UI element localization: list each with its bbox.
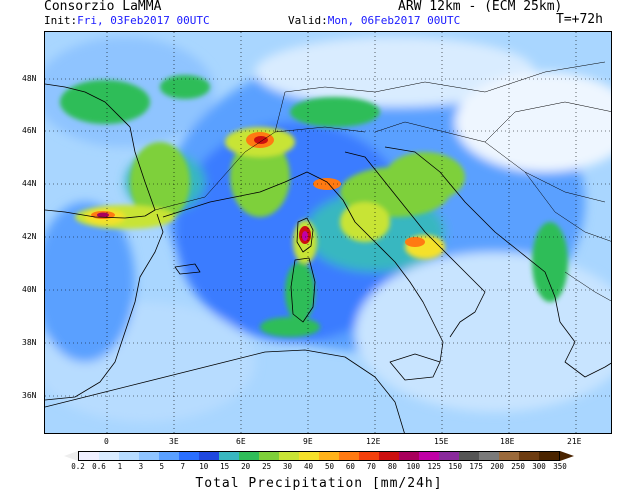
lon-tick-18e: 18E — [500, 437, 515, 446]
lat-tick-44n: 44N — [22, 179, 37, 188]
colorbar-swatch — [479, 452, 499, 460]
colorbar-label: 70 — [366, 462, 376, 471]
colorbar-swatch — [139, 452, 159, 460]
lon-tick-12e: 12E — [366, 437, 381, 446]
colorbar-swatch — [279, 452, 299, 460]
colorbar-label: 80 — [387, 462, 397, 471]
map-field — [45, 32, 611, 433]
colorbar-swatch — [199, 452, 219, 460]
colorbar-swatch — [519, 452, 539, 460]
model-label: ARW 12km - (ECM 25km) — [398, 0, 563, 14]
lon-tick-21e: 21E — [567, 437, 582, 446]
init-value: Fri, 03Feb2017 00UTC — [77, 14, 210, 27]
colorbar-label: 0.2 — [71, 462, 85, 471]
colorbar-low-arrow — [64, 451, 78, 461]
valid-value: Mon, 06Feb2017 00UTC — [327, 14, 461, 27]
init-line: Init:Fri, 03Feb2017 00UTC — [44, 14, 210, 27]
lat-tick-38n: 38N — [22, 338, 37, 347]
colorbar-swatch — [419, 452, 439, 460]
colorbar-label: 250 — [511, 462, 525, 471]
colorbar-swatch — [539, 452, 559, 460]
colorbar-label: 200 — [490, 462, 504, 471]
colorbar-label: 40 — [304, 462, 314, 471]
lon-tick-9e: 9E — [303, 437, 313, 446]
colorbar-label: 60 — [345, 462, 355, 471]
colorbar-swatch — [159, 452, 179, 460]
colorbar-label: 125 — [427, 462, 442, 471]
colorbar-swatch — [99, 452, 119, 460]
colorbar-label: 300 — [532, 462, 546, 471]
lat-tick-40n: 40N — [22, 285, 37, 294]
lon-tick-0: 0 — [104, 437, 109, 446]
colorbar-title: Total Precipitation [mm/24h] — [195, 476, 443, 491]
valid-line: Valid:Mon, 06Feb2017 00UTC — [288, 14, 460, 27]
org-title: Consorzio LaMMA — [44, 0, 162, 14]
colorbar-label: 3 — [138, 462, 144, 471]
lat-tick-48n: 48N — [22, 74, 37, 83]
lon-tick-15e: 15E — [434, 437, 449, 446]
colorbar-label: 0.6 — [92, 462, 106, 471]
colorbar-swatch — [459, 452, 479, 460]
colorbar-label: 50 — [324, 462, 334, 471]
colorbar — [78, 451, 560, 461]
valid-label: Valid: — [288, 14, 328, 27]
precipitation-map — [44, 31, 612, 434]
colorbar-swatch — [219, 452, 239, 460]
colorbar-swatch — [319, 452, 339, 460]
colorbar-label: 150 — [448, 462, 462, 471]
colorbar-label: 7 — [180, 462, 186, 471]
lat-tick-42n: 42N — [22, 232, 37, 241]
colorbar-swatch — [79, 452, 99, 460]
colorbar-label: 100 — [406, 462, 421, 471]
colorbar-swatch — [119, 452, 139, 460]
colorbar-swatch — [379, 452, 399, 460]
colorbar-label: 1 — [117, 462, 123, 471]
lat-tick-46n: 46N — [22, 126, 37, 135]
colorbar-label: 175 — [469, 462, 483, 471]
colorbar-swatch — [499, 452, 519, 460]
lat-tick-36n: 36N — [22, 391, 37, 400]
colorbar-swatch — [239, 452, 259, 460]
colorbar-label: 15 — [220, 462, 230, 471]
colorbar-label: 5 — [159, 462, 165, 471]
lon-tick-3e: 3E — [169, 437, 179, 446]
colorbar-label: 25 — [262, 462, 272, 471]
colorbar-swatch — [259, 452, 279, 460]
colorbar-swatch — [439, 452, 459, 460]
colorbar-swatch — [359, 452, 379, 460]
colorbar-label: 350 — [553, 462, 567, 471]
colorbar-swatch — [299, 452, 319, 460]
colorbar-label: 20 — [241, 462, 251, 471]
colorbar-label: 10 — [199, 462, 209, 471]
colorbar-label: 30 — [283, 462, 293, 471]
init-label: Init: — [44, 14, 78, 27]
colorbar-swatch — [399, 452, 419, 460]
lon-tick-6e: 6E — [236, 437, 246, 446]
lead-time: T=+72h — [556, 12, 603, 27]
colorbar-labels: 0.2 0.6 1 3 5 7 10 15 20 25 30 40 50 60 70 80 100 125 150 1… — [71, 462, 567, 472]
colorbar-swatch — [179, 452, 199, 460]
colorbar-high-arrow — [560, 451, 574, 461]
colorbar-swatch — [339, 452, 359, 460]
